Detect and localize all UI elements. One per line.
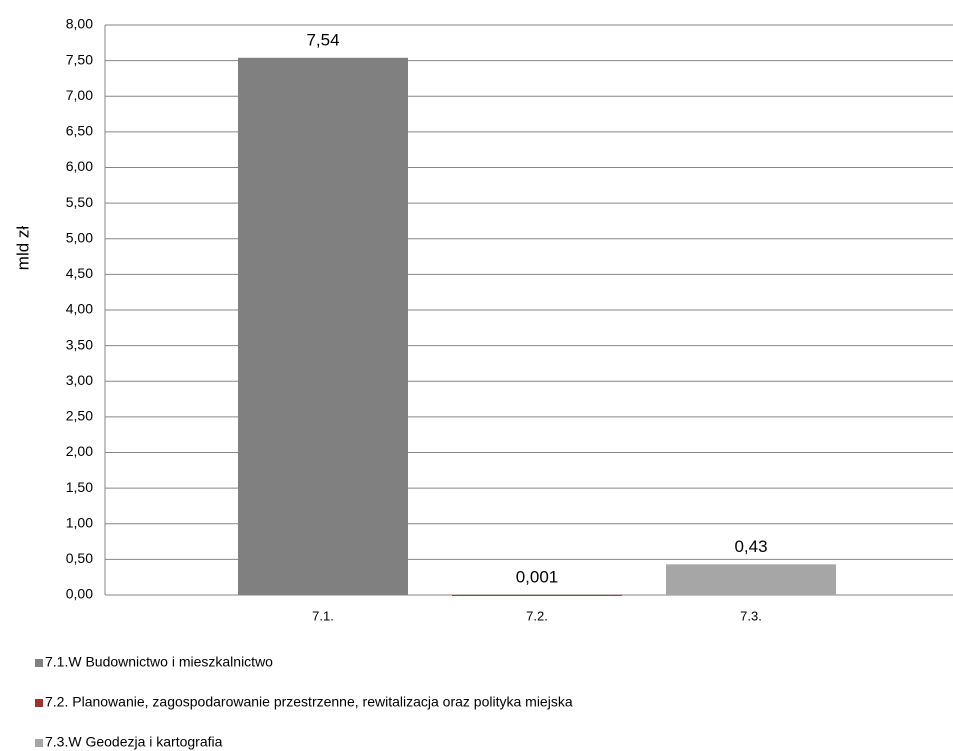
legend-swatch: [35, 739, 43, 747]
bar: [238, 57, 408, 595]
y-tick-label: 3,50: [66, 336, 93, 352]
y-tick-label: 6,00: [66, 158, 93, 174]
data-label: 0,001: [516, 567, 559, 586]
x-tick-label: 7.2.: [526, 608, 548, 623]
legend-swatch: [35, 699, 43, 707]
x-tick-label: 7.1.: [312, 608, 334, 623]
y-tick-label: 7,00: [66, 87, 93, 103]
legend-swatch: [35, 659, 43, 667]
y-tick-label: 4,50: [66, 265, 93, 281]
y-tick-label: 2,50: [66, 408, 93, 424]
y-tick-label: 5,50: [66, 194, 93, 210]
y-axis-title: mld zł: [13, 226, 32, 271]
legend-label: 7.3.W Geodezja i kartografia: [45, 734, 223, 750]
legend-label: 7.2. Planowanie, zagospodarowanie przest…: [45, 694, 573, 710]
legend-label: 7.1.W Budownictwo i mieszkalnictwo: [45, 654, 273, 670]
bar: [666, 564, 836, 595]
y-tick-label: 0,00: [66, 586, 93, 602]
y-tick-label: 1,50: [66, 479, 93, 495]
y-tick-label: 7,50: [66, 51, 93, 67]
y-tick-label: 6,50: [66, 123, 93, 139]
y-tick-label: 1,00: [66, 514, 93, 530]
y-tick-label: 8,00: [66, 16, 93, 32]
data-label: 0,43: [734, 537, 767, 556]
y-tick-label: 3,00: [66, 372, 93, 388]
y-tick-label: 2,00: [66, 443, 93, 459]
x-tick-label: 7.3.: [740, 608, 762, 623]
y-tick-label: 4,00: [66, 301, 93, 317]
bar: [452, 594, 622, 596]
y-tick-label: 0,50: [66, 550, 93, 566]
data-label: 7,54: [306, 30, 339, 49]
y-tick-label: 5,00: [66, 229, 93, 245]
